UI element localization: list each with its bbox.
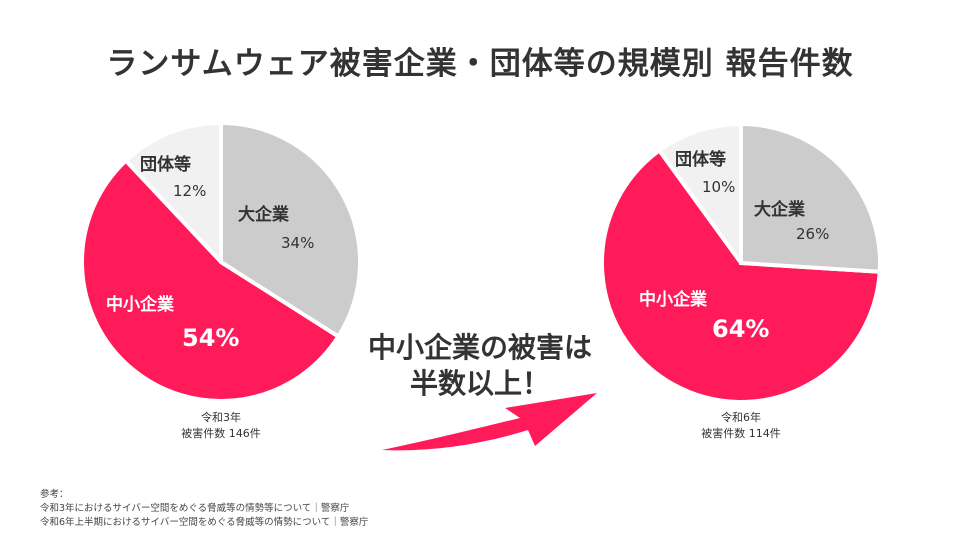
pie1-sme-pct: 54% (182, 324, 240, 352)
highlight-message: 中小企業の被害は 半数以上！ (345, 330, 615, 402)
pie1-caption: 令和3年被害件数 146件 (141, 410, 301, 442)
pie2-large-label: 大企業 (754, 200, 805, 220)
reference-item[interactable]: 令和6年上半期におけるサイバー空間をめぐる脅威等の情勢について｜警察庁 (40, 517, 369, 528)
pie1-sme-label: 中小企業 (106, 295, 174, 315)
message-line-1: 中小企業の被害は (367, 331, 592, 364)
pie1-slice (123, 120, 223, 268)
pie1-slice (80, 157, 342, 403)
pie2-count: 被害件数 114件 (701, 427, 781, 440)
pie2-slice (739, 121, 882, 274)
pie1-year: 令和3年 (201, 411, 241, 424)
pie2-slice (600, 147, 882, 404)
pie2-caption: 令和6年被害件数 114件 (661, 410, 821, 442)
pie2-group-label: 団体等 (675, 150, 726, 170)
arrow-shape (382, 393, 597, 451)
pie1-count: 被害件数 146件 (181, 427, 261, 440)
pie1-large-label: 大企業 (238, 205, 289, 225)
references: 参考： 令和3年におけるサイバー空間をめぐる脅威等の情勢等について｜警察庁 令和… (40, 488, 368, 530)
pie2-year: 令和6年 (721, 411, 761, 424)
pie2-sme-label: 中小企業 (639, 290, 707, 310)
pie2-sme-pct: 64% (712, 315, 770, 343)
reference-item[interactable]: 令和3年におけるサイバー空間をめぐる脅威等の情勢等について｜警察庁 (40, 503, 350, 514)
pie2-group-pct: 10% (702, 178, 736, 196)
pie1-slice (219, 120, 362, 340)
message-line-2: 半数以上！ (409, 367, 550, 400)
pie1-group-pct: 12% (173, 182, 207, 200)
pie2-large-pct: 26% (796, 225, 830, 243)
page-title: ランサムウェア被害企業・団体等の規模別 報告件数 (106, 46, 854, 82)
references-heading: 参考： (40, 489, 69, 500)
pie1-group-label: 団体等 (140, 155, 191, 175)
pie1-large-pct: 34% (281, 234, 315, 252)
